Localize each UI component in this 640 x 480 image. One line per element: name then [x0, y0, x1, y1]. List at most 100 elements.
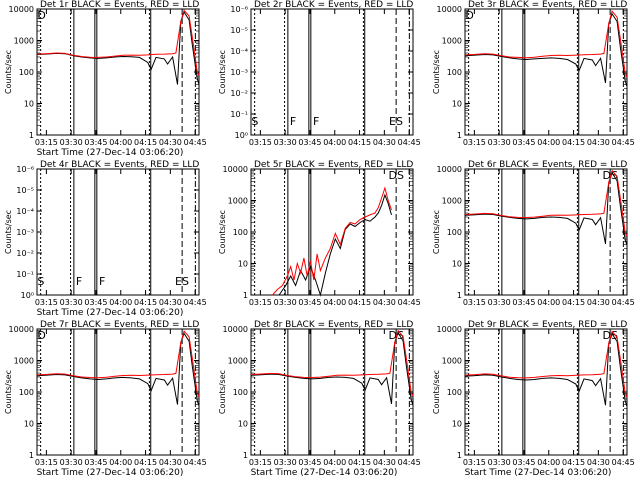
series-line-events [250, 331, 414, 406]
y-tick-label: 1000 [14, 357, 34, 366]
x-tick-label: 03:15 [35, 298, 58, 307]
y-tick-label: 10⁰ [235, 131, 248, 140]
series-line-lld [250, 329, 414, 397]
x-tick-label: 04:00 [109, 138, 132, 147]
y-tick-label: 10⁻³ [16, 228, 34, 237]
chart-panel-3: Det 3r BLACK = Events, RED = LLD 1 10 100 10… [432, 0, 635, 147]
x-tick-label: 04:30 [373, 458, 396, 467]
x-tick-label: 04:30 [373, 298, 396, 307]
y-tick-label: 1000 [442, 197, 462, 206]
x-tick-label: 04:15 [348, 298, 371, 307]
y-tick-label: 1000 [442, 37, 462, 46]
y-tick-label: 1000 [228, 357, 248, 366]
x-axis-label: Start Time (27-Dec-14 03:06:20) [37, 148, 184, 158]
y-tick-label: 10000 [9, 325, 34, 334]
y-axis-label: Counts/sec [218, 210, 227, 254]
y-tick-label: 10⁻² [16, 249, 34, 258]
x-tick-label: 04:15 [562, 298, 585, 307]
x-tick-label: 04:30 [587, 458, 610, 467]
y-tick-label: 10 [452, 100, 462, 109]
annotation-label: D [465, 9, 473, 22]
chart-panel-6: Det 6r BLACK = Events, RED = LLD 1 10 100 10… [432, 160, 635, 307]
annotation-label: ES [175, 275, 189, 288]
chart-title: Det 3r BLACK = Events, RED = LLD [468, 0, 627, 10]
annotation-label: F [313, 115, 319, 128]
x-tick-label: 03:45 [512, 138, 535, 147]
chart-title: Det 9r BLACK = Events, RED = LLD [468, 320, 627, 330]
chart-title: Det 7r BLACK = Events, RED = LLD [40, 320, 199, 330]
x-tick-label: 04:45 [612, 138, 635, 147]
x-tick-label: 04:30 [159, 458, 182, 467]
x-tick-label: 04:15 [348, 138, 371, 147]
y-tick-label: 1 [457, 291, 462, 300]
series-line-events [464, 332, 628, 407]
annotation-label: F [76, 275, 82, 288]
x-tick-label: 04:30 [159, 298, 182, 307]
annotation-label: F [99, 275, 105, 288]
x-tick-label: 04:00 [109, 458, 132, 467]
y-tick-label: 100 [447, 388, 462, 397]
x-tick-label: 04:45 [184, 298, 207, 307]
x-tick-label: 04:00 [323, 138, 346, 147]
y-tick-label: 10⁻⁴ [230, 47, 248, 56]
y-tick-label: 100 [19, 68, 34, 77]
annotation-label: F [290, 115, 296, 128]
chart-title: Det 6r BLACK = Events, RED = LLD [468, 160, 627, 170]
x-tick-label: 04:30 [159, 138, 182, 147]
series-line-lld [464, 10, 628, 78]
chart-title: Det 4r BLACK = Events, RED = LLD [40, 160, 199, 170]
x-axis-label: Start Time (27-Dec-14 03:06:20) [37, 468, 184, 478]
series-line-events [36, 332, 200, 407]
y-tick-label: 100 [447, 228, 462, 237]
x-tick-label: 04:30 [373, 138, 396, 147]
y-tick-label: 10⁻⁶ [16, 165, 34, 174]
x-tick-label: 03:45 [298, 298, 321, 307]
x-tick-label: 03:30 [274, 298, 297, 307]
chart-title: Det 2r BLACK = Events, RED = LLD [254, 0, 413, 10]
y-tick-label: 1 [243, 451, 248, 460]
y-tick-label: 10000 [223, 165, 248, 174]
y-axis-label: Counts/sec [218, 370, 227, 414]
y-axis-label: Counts/sec [432, 210, 441, 254]
series-line-lld [272, 186, 392, 296]
x-tick-label: 04:15 [134, 458, 157, 467]
chart-title: Det 5r BLACK = Events, RED = LLD [254, 160, 413, 170]
x-tick-label: 03:45 [84, 138, 107, 147]
y-tick-label: 10000 [437, 5, 462, 14]
y-tick-label: 1 [457, 451, 462, 460]
x-tick-label: 04:00 [537, 458, 560, 467]
x-tick-label: 03:15 [35, 458, 58, 467]
x-tick-label: 04:15 [562, 458, 585, 467]
y-tick-label: 100 [233, 228, 248, 237]
x-tick-label: 04:30 [587, 138, 610, 147]
chart-panel-2: Det 2r BLACK = Events, RED = LLD 10⁰ 10⁻¹ 1… [218, 0, 421, 147]
x-tick-label: 04:15 [134, 138, 157, 147]
x-tick-label: 03:15 [463, 458, 486, 467]
y-tick-label: 1000 [228, 197, 248, 206]
y-tick-label: 10 [24, 420, 34, 429]
x-tick-label: 03:30 [274, 458, 297, 467]
y-axis-label: Counts/sec [432, 50, 441, 94]
chart-panel-8: Det 8r BLACK = Events, RED = LLD 1 10 100 10… [218, 320, 421, 478]
x-tick-label: 04:45 [612, 458, 635, 467]
y-tick-label: 10 [24, 100, 34, 109]
plot-frame [250, 328, 414, 456]
y-tick-label: 10 [238, 420, 248, 429]
x-tick-label: 03:45 [298, 458, 321, 467]
x-tick-label: 03:45 [512, 458, 535, 467]
series-line-lld [464, 330, 628, 398]
y-tick-label: 10⁻⁵ [16, 186, 34, 195]
y-tick-label: 10 [452, 420, 462, 429]
x-tick-label: 04:45 [612, 298, 635, 307]
series-line-events [464, 12, 628, 87]
y-tick-label: 10000 [437, 165, 462, 174]
x-tick-label: 04:45 [398, 298, 421, 307]
y-tick-label: 10⁻⁵ [230, 26, 248, 35]
y-tick-label: 1 [243, 291, 248, 300]
annotation-label: DS [389, 169, 404, 182]
x-axis-label: Start Time (27-Dec-14 03:06:20) [37, 308, 184, 318]
y-tick-label: 1 [457, 131, 462, 140]
chart-panel-7: Det 7r BLACK = Events, RED = LLD 1 10 100 10… [4, 320, 207, 478]
x-tick-label: 03:30 [60, 138, 83, 147]
